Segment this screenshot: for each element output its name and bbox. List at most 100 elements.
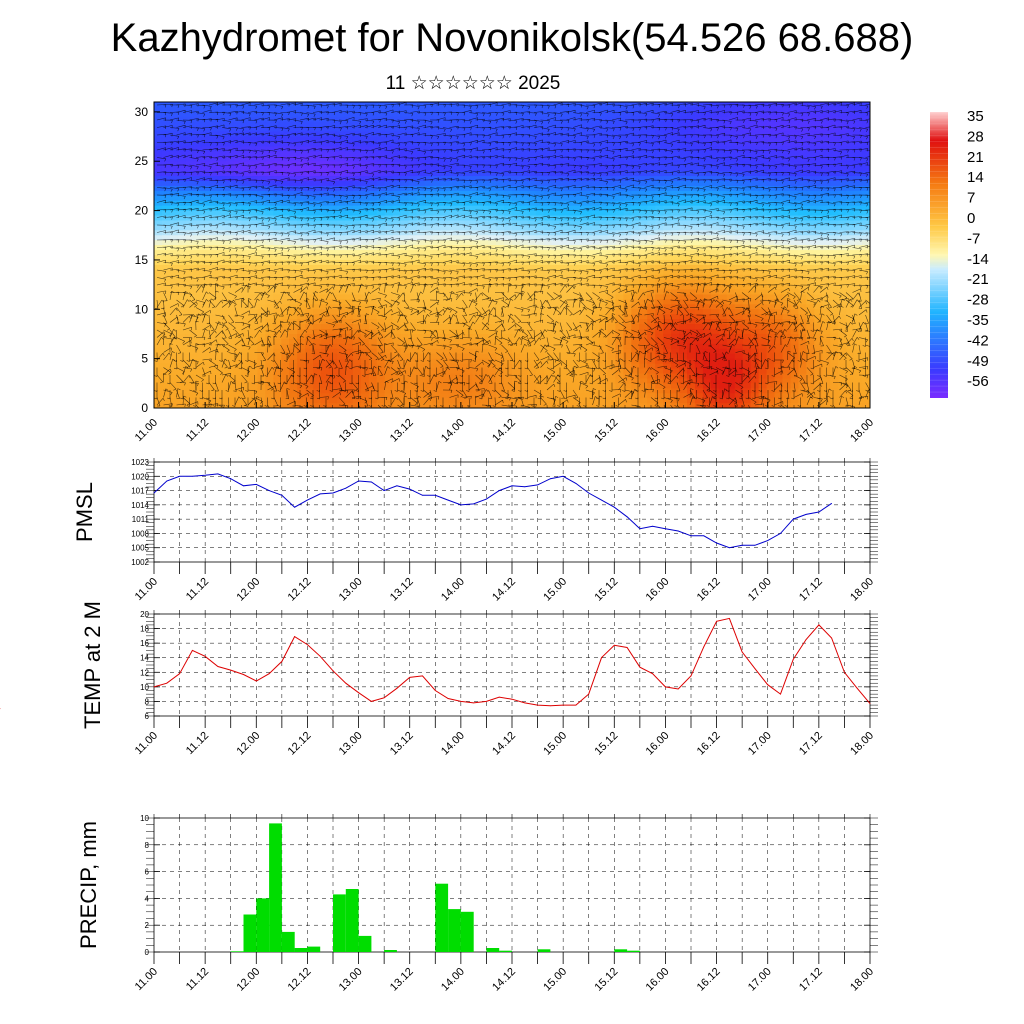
heatmap-cell (257, 235, 266, 241)
heatmap-cell (647, 240, 656, 246)
heatmap-cell (702, 195, 712, 202)
heatmap-cell (249, 185, 259, 192)
heatmap-cell (758, 111, 768, 118)
heatmap-cell (559, 353, 569, 360)
heatmap-cell (321, 284, 330, 291)
heatmap-cell (265, 319, 274, 325)
heatmap-cell (750, 190, 760, 197)
heatmap-cell (702, 378, 712, 384)
heatmap-cell (512, 348, 521, 355)
heatmap-cell (694, 106, 704, 113)
heatmap-cell (464, 151, 473, 157)
heatmap-cell (567, 264, 577, 271)
heatmap-cell (575, 176, 585, 182)
heatmap-cell (496, 368, 505, 375)
heatmap-cell (241, 358, 251, 365)
heatmap-cell (344, 373, 354, 379)
heatmap-cell (313, 230, 322, 236)
heatmap-cell (631, 121, 640, 128)
heatmap-cell (488, 235, 497, 241)
heatmap-cell (671, 220, 680, 226)
heatmap-cell (400, 319, 410, 325)
heatmap-cell (241, 255, 251, 261)
heatmap-cell (313, 259, 322, 266)
heatmap-cell (321, 289, 330, 296)
heatmap-cell (400, 210, 410, 217)
heatmap-cell (527, 398, 537, 404)
heatmap-cell (631, 235, 640, 241)
heatmap-cell (281, 255, 290, 261)
heatmap-cell (679, 264, 688, 271)
heatmap-cell (726, 333, 736, 340)
heatmap-cell (249, 294, 259, 301)
heatmap-cell (432, 156, 441, 162)
heatmap-cell (297, 398, 306, 404)
heatmap-cell (607, 353, 617, 360)
heatmap-cell (400, 111, 410, 118)
heatmap-cell (344, 284, 354, 291)
heatmap-cell (169, 378, 179, 384)
heatmap-cell (702, 338, 712, 345)
heatmap-cell (241, 378, 251, 384)
heatmap-cell (734, 373, 744, 379)
heatmap-cell (297, 373, 306, 379)
heatmap-cell (257, 403, 266, 408)
heatmap-cell (519, 190, 529, 197)
heatmap-cell (726, 225, 736, 231)
heatmap-cell (336, 106, 346, 113)
heatmap-cell (360, 333, 370, 340)
heatmap-cell (663, 146, 672, 152)
heatmap-cell (734, 299, 744, 305)
heatmap-cell (583, 264, 593, 271)
heatmap-cell (384, 284, 394, 291)
heatmap-cell (750, 333, 760, 340)
heatmap-cell (241, 161, 251, 167)
heatmap-cell (416, 220, 426, 226)
heatmap-cell (687, 205, 696, 212)
heatmap-cell (424, 136, 434, 143)
heatmap-cell (726, 264, 736, 271)
heatmap-cell (249, 146, 259, 152)
heatmap-cell (663, 368, 672, 375)
heatmap-cell (734, 151, 744, 157)
heatmap-cell (408, 378, 418, 384)
heatmap-cell (679, 121, 688, 128)
heatmap-cell (543, 225, 553, 231)
heatmap-cell (161, 176, 171, 182)
heatmap-cell (424, 156, 434, 162)
heatmap-cell (551, 111, 561, 118)
heatmap-cell (313, 171, 322, 177)
heatmap-cell (313, 111, 322, 118)
heatmap-cell (201, 393, 211, 399)
heatmap-cell (352, 259, 362, 266)
heatmap-cell (305, 106, 314, 113)
heatmap-cell (193, 240, 203, 246)
heatmap-cell (607, 126, 617, 133)
heatmap-cell (671, 180, 680, 187)
heatmap-cell (726, 151, 736, 157)
heatmap-cell (321, 205, 330, 212)
heatmap-cell (631, 131, 640, 138)
heatmap-cell (551, 314, 561, 320)
heatmap-cell (663, 156, 672, 162)
heatmap-cell (336, 299, 346, 305)
heatmap-cell (344, 240, 354, 246)
heatmap-cell (496, 185, 505, 192)
heatmap-cell (297, 333, 306, 340)
heatmap-cell (464, 304, 473, 310)
heatmap-cell (758, 348, 768, 355)
heatmap-cell (519, 121, 529, 128)
heatmap-cell (742, 314, 752, 320)
heatmap-cell (249, 259, 259, 266)
heatmap-cell (408, 304, 418, 310)
heatmap-cell (352, 230, 362, 236)
heatmap-cell (305, 314, 314, 320)
heatmap-cell (169, 106, 179, 113)
heatmap-cell (734, 289, 744, 296)
heatmap-cell (687, 264, 696, 271)
heatmap-cell (734, 230, 744, 236)
heatmap-cell (512, 299, 521, 305)
heatmap-cell (504, 146, 513, 152)
heatmap-cell (591, 299, 601, 305)
